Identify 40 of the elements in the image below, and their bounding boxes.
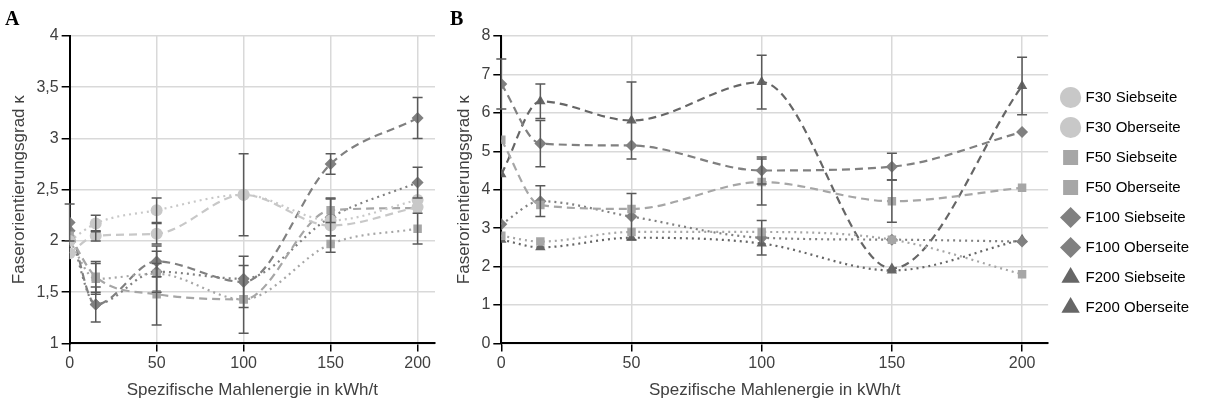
y-tick-label: 1	[49, 333, 59, 351]
x-tick-label: 50	[622, 354, 641, 372]
legend-label: F100 Oberseite	[1085, 237, 1189, 255]
x-tick-label: 100	[230, 354, 258, 372]
y-tick-label: 2	[481, 256, 491, 274]
legend-label: F50 Oberseite	[1085, 177, 1181, 195]
y-tick-label: 4	[481, 180, 491, 198]
y-tick-label: 1,5	[36, 282, 59, 300]
x-tick-label: 50	[147, 354, 166, 372]
y-axis-title: Faserorientierungsgrad κ	[453, 94, 473, 285]
legend-label: F200 Siebseite	[1085, 267, 1186, 285]
y-tick-label: 7	[481, 64, 491, 82]
x-tick-label: 150	[317, 354, 345, 372]
x-tick-label: 200	[1008, 354, 1036, 372]
y-axis-title: Faserorientierungsgrad κ	[8, 94, 28, 285]
x-tick-label: 150	[878, 354, 906, 372]
legend-label: F50 Siebseite	[1085, 147, 1178, 165]
y-tick-label: 2	[49, 231, 59, 249]
legend-label: F30 Oberseite	[1085, 117, 1181, 135]
y-tick-label: 3	[481, 218, 491, 236]
legend-label: F100 Siebseite	[1085, 207, 1186, 225]
legend-label: F30 Siebseite	[1085, 87, 1178, 105]
y-tick-label: 4	[49, 26, 59, 44]
y-tick-label: 1	[481, 295, 491, 313]
legend-label: F200 Oberseite	[1085, 297, 1189, 315]
y-tick-label: 5	[481, 141, 491, 159]
y-tick-label: 6	[481, 103, 491, 121]
chart-title: A	[5, 7, 20, 30]
x-axis-title: Spezifische Mahlenergie in kWh/t	[649, 380, 901, 400]
x-tick-label: 0	[496, 354, 506, 372]
x-axis-title: Spezifische Mahlenergie in kWh/t	[126, 380, 379, 400]
y-tick-label: 2,5	[36, 180, 59, 198]
y-tick-label: 3	[49, 128, 59, 146]
y-tick-label: 8	[481, 26, 491, 44]
x-tick-label: 200	[404, 354, 432, 372]
y-tick-label: 0	[481, 333, 491, 351]
x-tick-label: 100	[748, 354, 776, 372]
chart-title: B	[450, 7, 464, 30]
x-tick-label: 0	[65, 354, 75, 372]
y-tick-label: 3,5	[36, 77, 59, 95]
